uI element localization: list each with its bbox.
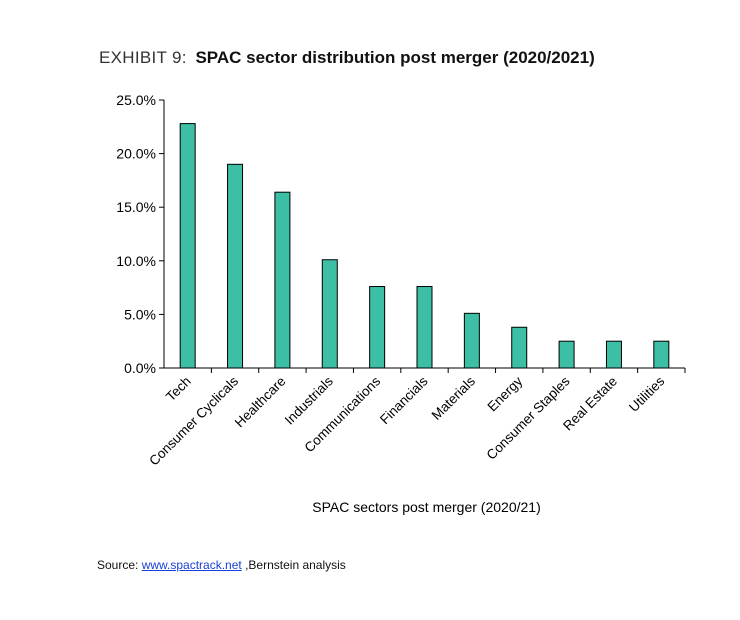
y-tick-label: 15.0%	[116, 199, 156, 215]
y-tick-label: 5.0%	[124, 306, 156, 322]
bar	[369, 286, 386, 369]
y-tick-label: 10.0%	[116, 253, 156, 269]
bar	[416, 286, 433, 369]
bar	[653, 340, 670, 369]
exhibit-label: EXHIBIT 9:	[99, 48, 187, 67]
bar	[558, 340, 575, 369]
bar	[179, 123, 196, 369]
y-tick-label: 25.0%	[116, 92, 156, 108]
bar	[605, 340, 622, 369]
x-axis-title: SPAC sectors post merger (2020/21)	[312, 499, 541, 515]
x-category-label: Consumer Staples	[484, 373, 573, 462]
chart-title-block: EXHIBIT 9: SPAC sector distribution post…	[99, 48, 595, 68]
bar	[321, 259, 338, 369]
bar-chart: 0.0%5.0%10.0%15.0%20.0%25.0%TechConsumer…	[116, 92, 686, 515]
x-category-label: Healthcare	[232, 374, 289, 431]
bar	[463, 312, 480, 369]
bar	[274, 191, 291, 369]
source-note: Source: www.spactrack.net ,Bernstein ana…	[97, 558, 346, 572]
y-tick-label: 0.0%	[124, 360, 156, 376]
source-link[interactable]: www.spactrack.net	[141, 558, 242, 572]
chart-title: SPAC sector distribution post merger (20…	[195, 48, 595, 67]
bar	[511, 326, 528, 369]
x-category-label: Materials	[429, 373, 479, 423]
x-category-label: Tech	[163, 374, 194, 405]
x-category-label: Financials	[377, 373, 431, 427]
x-category-label: Utilities	[626, 373, 668, 415]
y-tick-label: 20.0%	[116, 146, 156, 162]
source-rest: ,Bernstein analysis	[241, 558, 346, 572]
x-category-label: Consumer Cyclicals	[146, 373, 241, 468]
bar	[227, 163, 244, 369]
x-category-label: Energy	[484, 373, 525, 414]
source-label: Source:	[97, 558, 142, 572]
